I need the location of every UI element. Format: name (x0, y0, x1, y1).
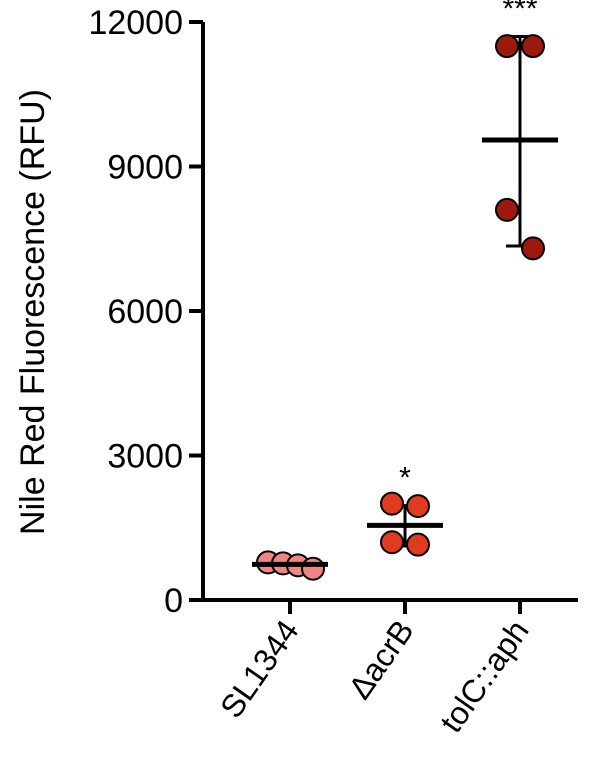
x-tick-label: SL1344 (213, 613, 306, 724)
x-tick-label: tolC::aph (433, 613, 536, 739)
data-point (406, 532, 430, 557)
y-axis-label: Nile Red Fluorescence (RFU) (14, 89, 52, 535)
data-point (380, 491, 404, 516)
data-point (521, 34, 545, 59)
y-tick-label: 6000 (107, 293, 183, 331)
data-point (495, 197, 519, 222)
x-tick-label: ΔacrB (341, 613, 420, 705)
data-marks: **** (252, 0, 558, 581)
significance-marker: * (399, 462, 411, 495)
y-tick-label: 12000 (88, 4, 183, 42)
data-point (495, 34, 519, 59)
significance-marker: *** (502, 0, 537, 25)
y-tick-label: 3000 (107, 438, 183, 476)
data-point (406, 494, 430, 519)
data-point (301, 556, 325, 581)
data-point (380, 530, 404, 555)
y-tick-label: 9000 (107, 149, 183, 187)
data-point (521, 236, 545, 261)
y-tick-label: 0 (164, 582, 183, 620)
